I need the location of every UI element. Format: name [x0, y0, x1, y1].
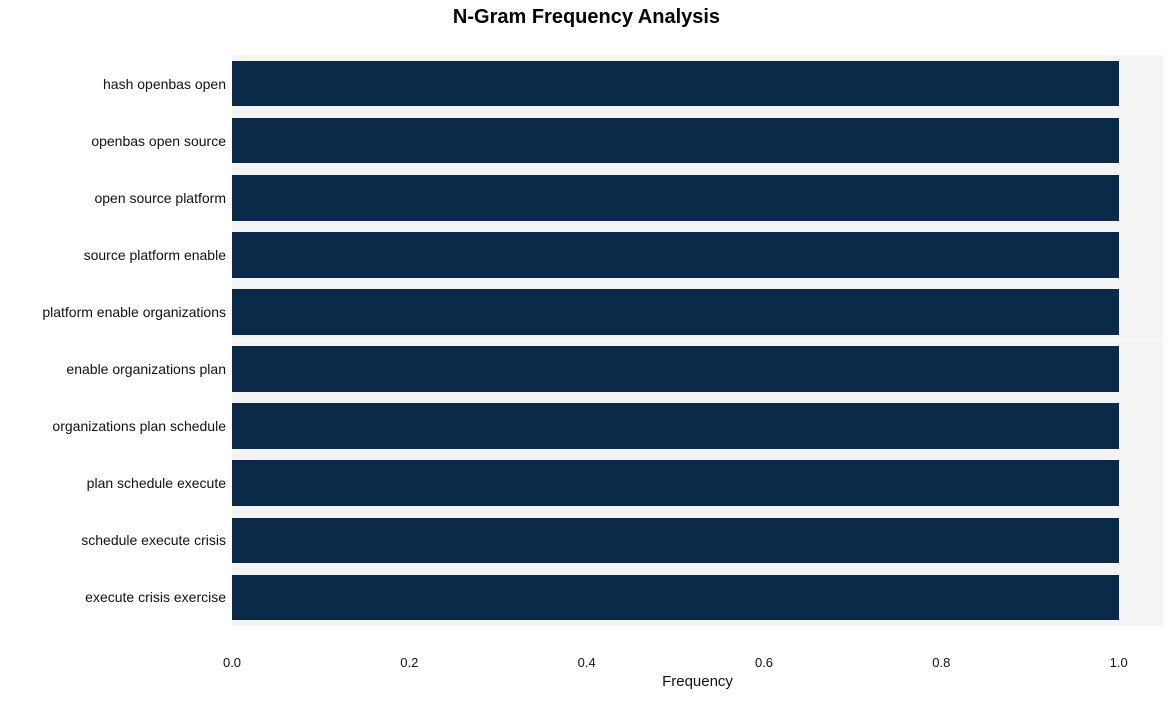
bar	[232, 232, 1119, 278]
ngram-frequency-chart: N-Gram Frequency Analysis hash openbas o…	[0, 0, 1173, 701]
x-tick-label: 0.4	[578, 655, 596, 670]
x-tick-label: 0.0	[223, 655, 241, 670]
bar	[232, 61, 1119, 107]
bar	[232, 518, 1119, 564]
x-tick-label: 0.8	[932, 655, 950, 670]
y-tick-label: execute crisis exercise	[85, 589, 226, 605]
x-tick-label: 0.6	[755, 655, 773, 670]
bar	[232, 175, 1119, 221]
bar	[232, 575, 1119, 621]
bar	[232, 289, 1119, 335]
y-tick-label: hash openbas open	[103, 76, 226, 92]
x-tick-label: 1.0	[1110, 655, 1128, 670]
bar	[232, 118, 1119, 164]
y-tick-label: enable organizations plan	[66, 361, 226, 377]
y-tick-label: open source platform	[94, 190, 226, 206]
y-tick-label: organizations plan schedule	[52, 418, 226, 434]
chart-title: N-Gram Frequency Analysis	[0, 6, 1173, 29]
plot-area	[232, 35, 1163, 649]
y-tick-label: platform enable organizations	[42, 304, 226, 320]
bar	[232, 403, 1119, 449]
y-tick-label: plan schedule execute	[87, 475, 226, 491]
y-tick-label: schedule execute crisis	[81, 532, 226, 548]
bar	[232, 460, 1119, 506]
y-tick-label: openbas open source	[91, 133, 226, 149]
bar	[232, 346, 1119, 392]
x-tick-label: 0.2	[400, 655, 418, 670]
y-tick-label: source platform enable	[84, 247, 226, 263]
x-axis-title: Frequency	[662, 673, 733, 690]
